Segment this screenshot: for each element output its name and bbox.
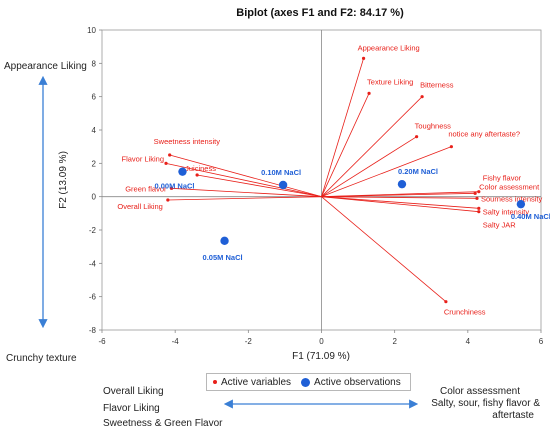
variable-vector (165, 162, 322, 198)
variable-label: Texture Liking (367, 77, 413, 86)
variable-point (473, 191, 477, 195)
variable-vector (321, 96, 423, 197)
variable-label: Juiciness (185, 164, 216, 173)
variable-label: Color assessment (479, 182, 540, 191)
y-tick-label: -4 (89, 259, 97, 268)
observation-label: 0.20M NaCl (398, 167, 438, 176)
observation-point (220, 236, 229, 246)
variable-label: Appearance Liking (358, 43, 420, 52)
variable-point (168, 153, 172, 157)
appearance-liking-annotation: Appearance Liking (4, 61, 87, 72)
variable-point (477, 210, 481, 214)
variable-vector (321, 196, 447, 302)
variable-point (475, 196, 479, 200)
variable-point (477, 206, 481, 210)
y-tick-label: 6 (92, 93, 97, 102)
y-tick-label: 0 (92, 193, 97, 202)
variable-label: Flavor Liking (121, 154, 164, 163)
legend-label-observations: Active observations (314, 376, 401, 388)
variable-vector (321, 93, 370, 197)
variable-point (164, 161, 168, 165)
variable-point (195, 173, 199, 177)
x-tick-label: 4 (466, 337, 471, 346)
variable-label: Salty JAR (483, 221, 517, 230)
observation-point (516, 199, 526, 209)
legend-item-observations: Active observations (301, 377, 401, 388)
y-tick-label: 8 (92, 59, 97, 68)
variable-label: Toughness (415, 122, 452, 131)
y-tick-label: -2 (89, 226, 97, 235)
variable-label: Crunchiness (444, 308, 486, 317)
observation-point (397, 179, 407, 189)
variable-vector (169, 154, 322, 198)
variable-vector (167, 196, 322, 201)
variable-point (415, 135, 419, 139)
variable-point (367, 91, 371, 95)
variable-point (449, 145, 453, 149)
variable-vector (321, 192, 476, 198)
chart-legend: Active variables Active observations (206, 373, 411, 391)
x-tick-label: -4 (172, 337, 180, 346)
x-tick-label: 6 (539, 337, 544, 346)
right-group-line-1: Color assessment (439, 386, 520, 397)
left-group-line-3: Sweetness & Green Flavor (103, 418, 223, 429)
observation-point (178, 167, 187, 176)
observation-label: 0.05M NaCl (203, 253, 243, 262)
variable-vector (321, 196, 479, 213)
right-group-line-2: Salty, sour, fishy flavor & (431, 398, 540, 409)
x-tick-label: -2 (245, 337, 253, 346)
blue-dot-icon (301, 377, 311, 387)
y-tick-label: 10 (87, 26, 96, 35)
y-axis-label: F2 (13.09 %) (58, 151, 69, 209)
variable-point (361, 56, 366, 60)
variable-point (420, 95, 424, 99)
variable-label: Green flavor (125, 184, 167, 193)
right-group-line-3: aftertaste (492, 410, 534, 421)
variable-label: Sweetness intensity (154, 137, 221, 146)
variable-vector (171, 187, 322, 198)
legend-label-variables: Active variables (221, 376, 292, 388)
y-tick-label: 2 (92, 159, 97, 168)
variable-vector (321, 136, 417, 198)
variable-point (477, 190, 481, 194)
variable-vector (321, 146, 452, 198)
variable-label: Salty intensity (483, 207, 530, 216)
variable-point (444, 300, 448, 304)
y-tick-label: 4 (92, 126, 97, 135)
variable-vector (321, 196, 477, 199)
y-tick-label: -6 (89, 293, 97, 302)
x-tick-label: 0 (319, 337, 324, 346)
legend-item-variables: Active variables (213, 377, 291, 388)
observation-label: 0.00M NaCl (154, 182, 194, 191)
x-tick-label: 2 (392, 337, 397, 346)
red-dot-icon (213, 380, 217, 384)
left-group-line-1: Overall Liking (103, 386, 164, 397)
x-tick-label: -6 (98, 337, 106, 346)
variable-vector (321, 58, 364, 197)
variable-label: Fishy flavor (483, 174, 522, 183)
variable-point (169, 186, 174, 190)
variable-label: Overall Liking (117, 202, 162, 211)
variable-label: Sourness intensity (481, 194, 543, 203)
variable-label: notice any aftertaste? (448, 130, 520, 139)
y-tick-label: -8 (89, 326, 97, 335)
variable-label: Bitterness (420, 81, 454, 90)
variable-point (166, 198, 170, 202)
observation-label: 0.10M NaCl (261, 168, 301, 177)
left-group-line-2: Flavor Liking (103, 403, 160, 414)
variable-vector (197, 174, 322, 198)
x-axis-label: F1 (71.09 %) (292, 351, 350, 362)
chart-title: Biplot (axes F1 and F2: 84.17 %) (236, 7, 404, 19)
crunchy-texture-annotation: Crunchy texture (6, 353, 77, 364)
observation-label: 0.40M NaCl (511, 212, 550, 221)
variable-vector (321, 196, 479, 209)
observation-point (278, 180, 288, 190)
